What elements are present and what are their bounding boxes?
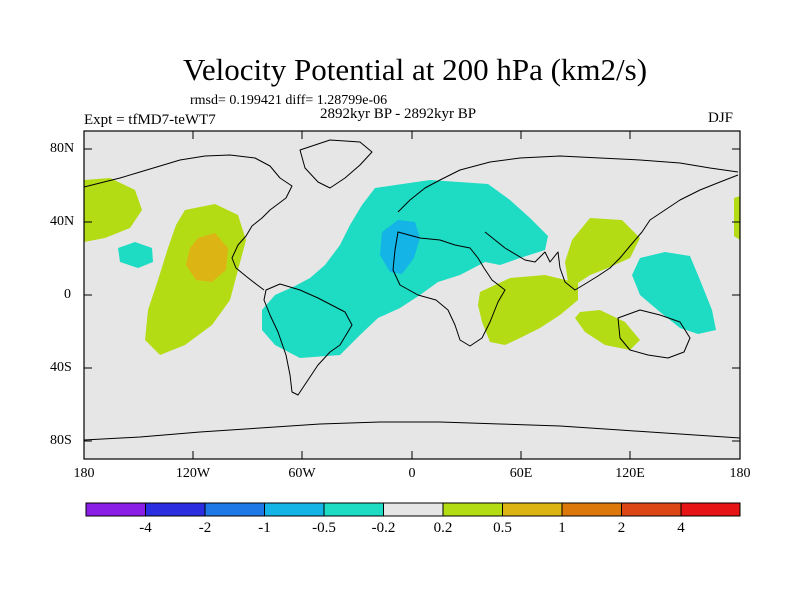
lat-label-0: 0 [64, 287, 71, 302]
lat-label-40s: 40S [50, 360, 72, 375]
coast-australia [617, 309, 691, 359]
map-title: Velocity Potential at 200 hPa (km2/s) [182, 52, 648, 87]
coast-europe-asia [397, 155, 739, 213]
colorbar-box-5 [323, 502, 384, 517]
colorbar-box-10 [621, 502, 682, 517]
contour-mexico-orange [186, 233, 228, 282]
lon-label-180e: 180 [729, 466, 751, 481]
colorbar-box-9 [561, 502, 622, 517]
colorbar-box-4 [264, 502, 325, 517]
colorbar-box-2 [145, 502, 206, 517]
coast-antarctica [84, 421, 740, 441]
map-panel [84, 131, 740, 459]
colorbar-label-3: -1 [258, 520, 271, 536]
colorbar-box-6 [383, 502, 444, 517]
coast-africa [392, 231, 506, 347]
colorbar-box-8 [502, 502, 563, 517]
colorbar-box-7 [442, 502, 503, 517]
lon-label-180w: 180 [73, 466, 95, 481]
stats-text: rmsd= 0.199421 diff= 1.28799e-06 [190, 93, 388, 108]
experiment-label: Expt = tfMD7-teWT7 [84, 112, 216, 128]
colorbar-label-5: -0.2 [371, 520, 396, 536]
colorbar-label-6: 0.2 [433, 520, 453, 536]
lat-label-80n: 80N [50, 141, 75, 156]
colorbar-label-10: 4 [677, 520, 685, 536]
coast-greenland [299, 139, 373, 189]
contour-west-pacific-cyan [632, 252, 716, 334]
contour-dateline-green [734, 196, 740, 240]
contour-atlantic-light-blue [380, 220, 420, 274]
coastlines [84, 139, 740, 441]
coast-south-america [263, 283, 353, 396]
lon-label-120e: 120E [615, 466, 645, 481]
contour-west-pacific-green [84, 178, 142, 242]
colorbar-label-9: 2 [617, 520, 626, 536]
colorbar-label-2: -2 [198, 520, 212, 536]
colorbar-label-1: -4 [139, 520, 152, 536]
lat-label-40n: 40N [50, 214, 75, 229]
axis-ticks [84, 131, 740, 459]
contour-asia-green [565, 218, 640, 283]
period-label: 2892kyr BP - 2892kyr BP [320, 106, 477, 122]
colorbar-box-3 [204, 502, 265, 517]
colorbar-box-11 [680, 502, 741, 517]
lat-label-80s: 80S [50, 433, 72, 448]
colorbar-box-1 [85, 502, 146, 517]
lon-label-120w: 120W [175, 466, 211, 481]
colorbar-label-7: 0.5 [493, 520, 512, 536]
coast-east-asia [484, 174, 739, 291]
lon-label-60w: 60W [288, 466, 316, 481]
contour-pacific-cyan-blob [118, 242, 153, 268]
coast-north-america [84, 154, 293, 291]
contour-fills [84, 178, 740, 358]
colorbar-label-8: 1 [558, 520, 566, 536]
lon-label-60e: 60E [509, 466, 533, 481]
season-label: DJF [708, 110, 734, 126]
contour-australia-green [575, 310, 640, 350]
colorbar [85, 502, 741, 517]
lon-label-0: 0 [408, 466, 416, 481]
colorbar-label-4: -0.5 [312, 520, 336, 536]
